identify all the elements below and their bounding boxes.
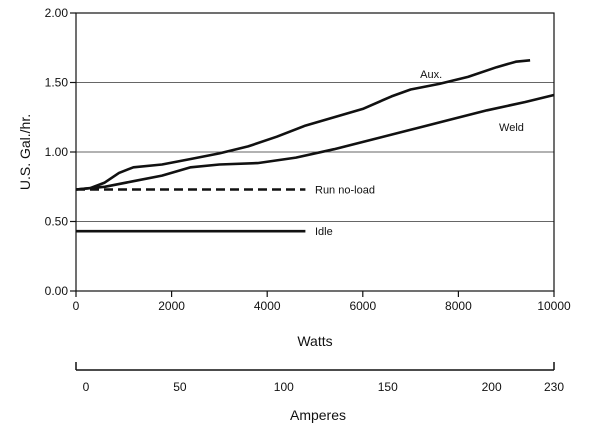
amperes-ticks: 0 50 100 150 200 230 (83, 380, 565, 394)
y-tick-label: 2.00 (45, 6, 69, 20)
x-tick-label: 10000 (537, 299, 571, 313)
x-tick-label: 6000 (349, 299, 376, 313)
amperes-tick-label: 230 (544, 380, 564, 394)
amperes-tick-label: 200 (482, 380, 502, 394)
x-tick-label: 0 (73, 299, 80, 313)
y-tick-label: 0.50 (45, 215, 69, 229)
amperes-tick-label: 0 (83, 380, 90, 394)
amperes-axis-title: Amperes (290, 407, 346, 423)
amperes-tick-label: 100 (274, 380, 294, 394)
y-tick-label: 0.00 (45, 284, 69, 298)
amperes-tick-label: 50 (173, 380, 187, 394)
y-tick-label: 1.50 (45, 76, 69, 90)
series-lines (75, 59, 555, 233)
series-labels: Aux. Weld Run no-load Idle (315, 69, 524, 238)
series-label-run-no-load: Run no-load (315, 185, 375, 197)
x-axis-title: Watts (297, 333, 332, 349)
series-line-weld (75, 93, 555, 191)
gridlines (76, 82, 554, 222)
x-tick-label: 2000 (158, 299, 185, 313)
x-tick-label: 8000 (445, 299, 472, 313)
y-axis-ticks: 0.00 0.50 1.00 1.50 2.00 (45, 6, 76, 298)
y-axis-title: U.S. Gal./hr. (17, 114, 33, 190)
series-label-aux: Aux. (420, 69, 442, 81)
amperes-tick-label: 150 (378, 380, 398, 394)
series-line-aux (75, 59, 531, 191)
x-axis-ticks: 0 2000 4000 6000 8000 10000 (73, 291, 571, 313)
x-tick-label: 4000 (254, 299, 281, 313)
series-label-idle: Idle (315, 226, 333, 238)
y-tick-label: 1.00 (45, 145, 69, 159)
amperes-axis: 0 50 100 150 200 230 (75, 362, 565, 394)
series-label-weld: Weld (499, 122, 524, 134)
